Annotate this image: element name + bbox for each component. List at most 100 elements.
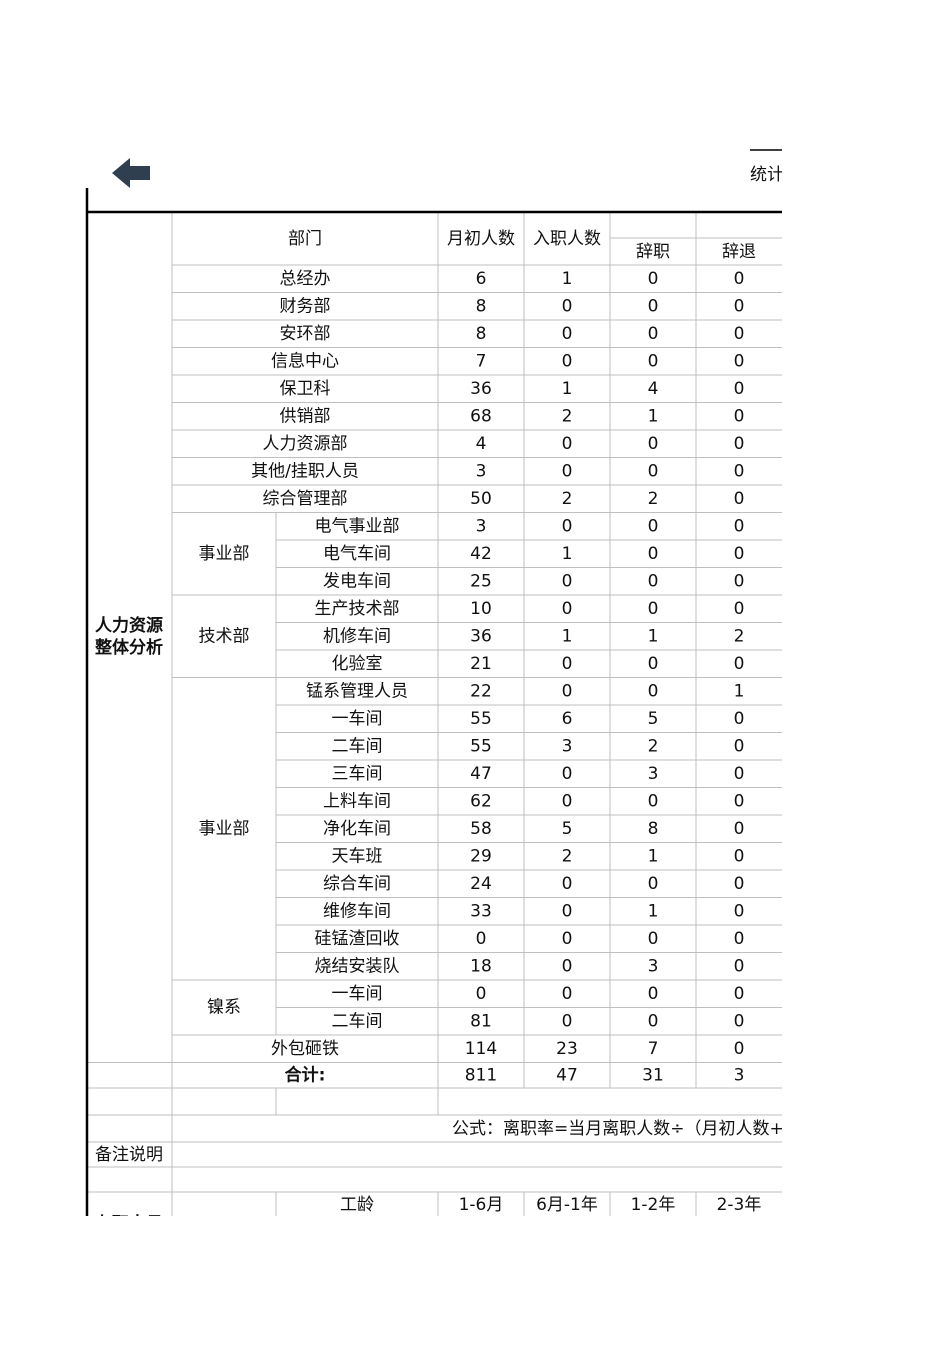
- column-header: 入职人数: [533, 229, 601, 249]
- cell-value: 0: [562, 516, 573, 536]
- cell-value: 0: [734, 819, 745, 839]
- cell-value: 0: [648, 929, 659, 949]
- cell-value: 114: [465, 1039, 497, 1059]
- cell-value: 0: [648, 984, 659, 1004]
- cell-value: 23: [556, 1039, 578, 1059]
- cell-value: 0: [562, 324, 573, 344]
- dept-name: 维修车间: [323, 901, 391, 921]
- cell-value: 29: [470, 846, 492, 866]
- cell-value: 1: [734, 681, 745, 701]
- cell-value: 0: [734, 791, 745, 811]
- dept-name: 二车间: [332, 736, 383, 756]
- dept-name: 供销部: [280, 406, 331, 426]
- cell-value: 0: [734, 874, 745, 894]
- cell-value: 0: [734, 406, 745, 426]
- cell-value: 0: [562, 984, 573, 1004]
- group-label: 事业部: [199, 819, 250, 839]
- dept-name: 信息中心: [271, 351, 339, 371]
- cell-value: 0: [562, 1011, 573, 1031]
- cell-value: 0: [734, 901, 745, 921]
- cell-value: 0: [734, 544, 745, 564]
- note-label: 备注说明: [95, 1145, 163, 1165]
- cell-value: 21: [470, 654, 492, 674]
- cell-value: 0: [648, 324, 659, 344]
- cell-value: 0: [648, 351, 659, 371]
- cell-value: 62: [470, 791, 492, 811]
- cell-value: 0: [476, 984, 487, 1004]
- column-header: 月初人数: [447, 229, 515, 249]
- dept-name: 保卫科: [280, 379, 331, 399]
- cell-value: 33: [470, 901, 492, 921]
- cell-value: 2: [562, 489, 573, 509]
- cell-value: 36: [470, 379, 492, 399]
- cell-value: 2: [734, 626, 745, 646]
- cell-value: 0: [734, 324, 745, 344]
- cell-value: 0: [562, 681, 573, 701]
- dept-name: 净化车间: [323, 819, 391, 839]
- cell-value: 1: [562, 379, 573, 399]
- total-value: 47: [556, 1066, 578, 1086]
- cell-value: 0: [648, 296, 659, 316]
- cell-value: 8: [476, 324, 487, 344]
- dept-name: 安环部: [280, 324, 331, 344]
- dept-name: 财务部: [280, 296, 331, 316]
- cell-value: 0: [734, 654, 745, 674]
- dept-name: 机修车间: [323, 626, 391, 646]
- cell-value: 3: [648, 764, 659, 784]
- cell-value: 81: [470, 1011, 492, 1031]
- cell-value: 0: [562, 791, 573, 811]
- dept-name: 上料车间: [323, 791, 391, 811]
- dept-name: 三车间: [332, 764, 383, 784]
- cell-value: 2: [562, 846, 573, 866]
- cell-value: 10: [470, 599, 492, 619]
- cell-value: 0: [734, 956, 745, 976]
- cell-value: 0: [476, 929, 487, 949]
- dept-name: 电气事业部: [315, 516, 400, 536]
- column-header: 工龄: [340, 1195, 374, 1215]
- back-arrow[interactable]: [112, 158, 150, 188]
- cell-value: 8: [648, 819, 659, 839]
- cell-value: 24: [470, 874, 492, 894]
- dept-name: 天车班: [332, 846, 383, 866]
- column-header: 部门: [288, 229, 322, 249]
- section-label: 人力资源: [95, 615, 163, 636]
- cell-value: 0: [734, 709, 745, 729]
- cell-value: 0: [648, 599, 659, 619]
- dept-name: 硅锰渣回收: [315, 929, 400, 949]
- cell-value: 1: [562, 544, 573, 564]
- cell-value: 0: [562, 654, 573, 674]
- cell-value: 6: [562, 709, 573, 729]
- dept-name: 其他/挂职人员: [251, 461, 359, 481]
- dept-name: 烧结安装队: [315, 956, 400, 976]
- cell-value: 0: [734, 846, 745, 866]
- cell-value: 36: [470, 626, 492, 646]
- cell-value: 0: [562, 929, 573, 949]
- cell-value: 55: [470, 736, 492, 756]
- column-header: 辞职: [636, 242, 670, 262]
- cell-value: 0: [734, 984, 745, 1004]
- dept-name: 综合车间: [323, 874, 391, 894]
- column-header: 2-3年: [717, 1195, 762, 1215]
- cell-value: 5: [648, 709, 659, 729]
- cell-value: 0: [734, 764, 745, 784]
- cell-value: 2: [562, 406, 573, 426]
- cell-value: 1: [648, 901, 659, 921]
- cell-value: 0: [734, 571, 745, 591]
- cell-value: 0: [562, 461, 573, 481]
- cell-value: 47: [470, 764, 492, 784]
- cell-value: 0: [734, 599, 745, 619]
- cell-value: 0: [734, 929, 745, 949]
- header-title: 统计: [750, 165, 784, 185]
- total-value: 3: [734, 1066, 745, 1086]
- cell-value: 1: [562, 269, 573, 289]
- column-header: 1-6月: [459, 1195, 504, 1215]
- cell-value: 0: [734, 351, 745, 371]
- cell-value: 0: [562, 901, 573, 921]
- cell-value: 25: [470, 571, 492, 591]
- cell-value: 0: [648, 516, 659, 536]
- group-label: 事业部: [199, 544, 250, 564]
- dept-name: 生产技术部: [315, 599, 400, 619]
- cell-value: 0: [648, 791, 659, 811]
